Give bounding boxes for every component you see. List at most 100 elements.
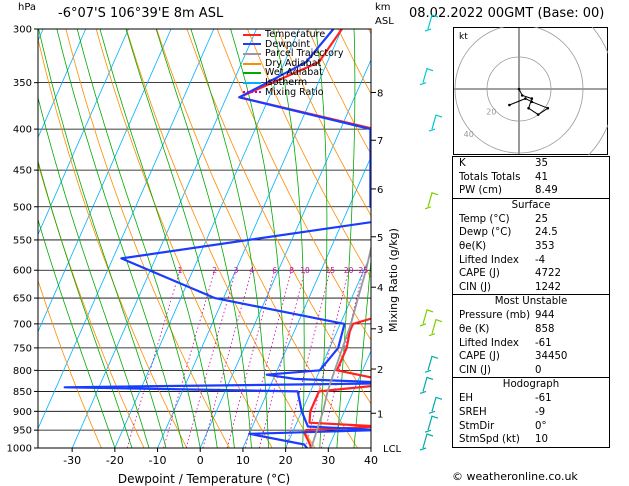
hodograph-point (536, 113, 540, 116)
wind-barb-shaft (422, 376, 434, 392)
indices-panel: K 35 Totals Totals 41 PW (cm) 8.49 Surface Te… (452, 156, 610, 448)
wind-barb-flag (424, 28, 432, 32)
isotherm-line (38, 29, 129, 236)
wet-adiabat-line (56, 29, 184, 448)
km-tick-label: 3 (377, 325, 383, 336)
legend-item: Wet Adiabat (243, 68, 371, 78)
legend-label: Isotherm (265, 76, 308, 88)
pressure-tick-label: 400 (13, 125, 32, 136)
mixing-ratio-label: 20 (344, 266, 354, 275)
wind-barb-icon (428, 114, 443, 132)
wind-barb-icon (428, 318, 443, 337)
row-label: CIN (J) (459, 281, 491, 293)
hodograph-point (530, 100, 534, 104)
wind-barb-shaft (427, 415, 439, 431)
row-value: 0 (535, 364, 542, 376)
wind-barb-flag (419, 82, 427, 86)
wind-barb-flag (428, 410, 436, 414)
row-label: θe(K) (459, 240, 487, 252)
x-tick-label: -10 (149, 454, 167, 467)
hpa-axis-title: hPa (18, 2, 37, 13)
pressure-tick-label: 350 (13, 78, 32, 89)
pressure-tick-label: 900 (13, 407, 32, 418)
pressure-tick-label: 450 (13, 166, 32, 177)
indices-row: PW (cm) 8.49 (453, 184, 609, 198)
wet-adiabat-line (190, 29, 269, 448)
row-value: 4722 (535, 268, 561, 280)
hodograph: kt 40 20 (453, 27, 608, 155)
x-tick-label: 40 (364, 454, 378, 467)
wind-barb-shaft (422, 67, 434, 83)
hodograph-kt-label: kt (459, 32, 468, 42)
indices-row: Totals Totals 41 (453, 171, 609, 185)
series-temperature (238, 29, 371, 448)
wind-barb-shaft (422, 309, 434, 325)
pressure-tick-label: 750 (13, 343, 32, 354)
row-value: 41 (535, 171, 548, 183)
legend: Temperature Dewpoint Parcel Trajectory Dry … (243, 30, 371, 97)
pressure-tick-label: 850 (13, 387, 32, 398)
wind-barb-icon (419, 67, 434, 86)
hodograph-table-title: Hodograph (453, 377, 609, 392)
hodograph-ring-label: 20 (486, 108, 496, 117)
row-value: 25 (535, 213, 548, 225)
wet-adiabat-line (125, 29, 235, 448)
wind-barb-icon (419, 376, 434, 395)
legend-label: Mixing Ratio (265, 86, 324, 98)
row-label: Pressure (mb) (459, 310, 531, 322)
row-value: 353 (535, 240, 555, 252)
wind-barb-flag (428, 128, 436, 132)
row-value: 944 (535, 310, 555, 322)
dry-adiabat-line (38, 279, 102, 448)
wind-barb-flag (419, 323, 427, 327)
wind-barb-icon (424, 14, 439, 32)
pressure-tick-label: 550 (13, 235, 32, 246)
wet-adiabat-line (336, 29, 356, 448)
mixing-ratio-line (163, 270, 215, 448)
mixing-ratio-label: 2 (212, 266, 217, 275)
mixing-ratio-line (185, 270, 237, 448)
legend-swatch (243, 72, 261, 75)
row-label: StmDir (459, 420, 495, 432)
row-label: CIN (J) (459, 364, 491, 376)
copyright: © weatheronline.co.uk (452, 470, 578, 483)
wet-adiabat-line (99, 29, 218, 448)
mixing-ratio-line (126, 270, 181, 448)
wet-adiabat-line (38, 159, 133, 448)
row-value: -9 (535, 406, 546, 418)
row-label: Totals Totals (459, 171, 521, 183)
wind-barb-flag (424, 206, 432, 210)
hodograph-table-row: StmDir 0° (453, 420, 609, 434)
mixing-ratio-line (244, 270, 292, 448)
dry-adiabat-line (277, 29, 371, 217)
legend-item: Temperature (243, 30, 371, 40)
wind-barb-shaft (427, 355, 439, 371)
row-value: 0° (535, 420, 547, 432)
wet-adiabat-line (230, 29, 286, 448)
legend-item: Dewpoint (243, 39, 371, 50)
hodograph-table-row: StmSpd (kt) 10 (453, 433, 609, 447)
legend-swatch (243, 43, 261, 46)
isotherm-line (38, 29, 87, 139)
wind-barb-icon (424, 192, 439, 210)
surface-title: Surface (453, 197, 609, 213)
wind-barb-shaft (427, 14, 439, 30)
wet-adiabat-line (353, 255, 371, 448)
legend-label: Temperature (265, 29, 326, 40)
dry-adiabat-line (38, 161, 145, 448)
isotherm-line (71, 29, 257, 448)
row-label: Temp (°C) (459, 213, 510, 225)
mixing-ratio-label: 1 (178, 266, 183, 275)
mixing-ratio-label: 10 (300, 266, 310, 275)
mixing-ratio-line (259, 270, 306, 448)
mixing-ratio-label: 15 (325, 266, 335, 275)
indices-row: K 35 (453, 157, 609, 171)
pressure-tick-label: 800 (13, 366, 32, 377)
legend-swatch (243, 91, 261, 94)
hodograph-point (527, 106, 530, 110)
wind-barb-flag (424, 429, 432, 433)
row-value: -4 (535, 254, 546, 266)
datetime-title: 08.02.2022 00GMT (Base: 00) (409, 6, 605, 21)
plot-frame (37, 28, 372, 449)
legend-item: Parcel Trajectory (243, 49, 371, 59)
